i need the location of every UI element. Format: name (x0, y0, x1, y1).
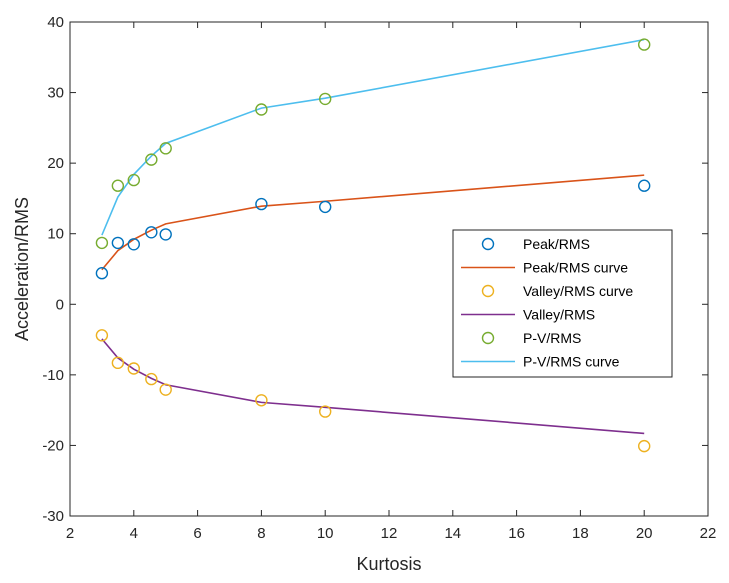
legend-entry-label: P-V/RMS curve (523, 354, 620, 370)
data-point (145, 372, 158, 386)
data-point (111, 356, 125, 370)
legend: Peak/RMS Peak/RMS curve Valley/RMS curve Va… (452, 229, 673, 378)
data-point (145, 153, 158, 166)
x-tick-label: 20 (636, 525, 653, 542)
data-point (638, 38, 651, 51)
y-tick-label: 30 (47, 85, 64, 102)
data-point (255, 197, 268, 211)
x-tick-label: 8 (257, 525, 265, 542)
data-point (638, 179, 651, 192)
y-tick-label: 10 (47, 226, 64, 243)
y-tick-label: -30 (42, 508, 64, 525)
data-point (127, 362, 141, 375)
data-point (95, 329, 109, 342)
legend-entry-label: P-V/RMS (523, 330, 581, 346)
data-layer (95, 38, 651, 453)
legend-entry-label: Valley/RMS (523, 307, 595, 323)
legend-entry-label: Peak/RMS (523, 236, 590, 252)
x-tick-label: 22 (700, 525, 717, 542)
data-point (255, 394, 268, 407)
y-axis-label: Acceleration/RMS (12, 197, 32, 341)
x-tick-label: 10 (317, 525, 334, 542)
y-tick-label: -10 (42, 367, 64, 384)
data-point (145, 226, 158, 239)
legend-marker-swatch (481, 237, 495, 251)
x-tick-label: 6 (193, 525, 201, 542)
data-point (127, 173, 141, 187)
legend-entry-label: Valley/RMS curve (523, 283, 633, 299)
data-point (319, 92, 332, 106)
axes: 2 4 6 8 10 12 14 16 18 20 22 -30 -20 -10 0 10 20 30 40 (42, 14, 716, 542)
legend-marker-swatch (481, 331, 495, 345)
data-point (111, 179, 125, 192)
data-point (319, 405, 332, 418)
series-line-1 (101, 174, 645, 271)
y-tick-label: -20 (42, 437, 64, 454)
series-line-5 (101, 38, 645, 236)
x-tick-label: 2 (66, 525, 74, 542)
legend-entry-label: Peak/RMS curve (523, 260, 628, 276)
x-tick-label: 18 (572, 525, 589, 542)
data-point (159, 142, 172, 155)
data-point (159, 228, 172, 241)
x-axis-label: Kurtosis (356, 554, 421, 574)
series-line-3 (101, 338, 645, 435)
y-tick-label: 40 (47, 14, 64, 31)
data-point (638, 439, 651, 453)
data-point (319, 200, 332, 214)
y-tick-label: 0 (56, 296, 64, 313)
x-tick-label: 12 (381, 525, 398, 542)
x-tick-label: 16 (508, 525, 525, 542)
x-tick-label: 14 (444, 525, 461, 542)
data-point (95, 236, 109, 250)
data-point (111, 236, 125, 250)
legend-box (452, 229, 673, 378)
data-point (95, 267, 109, 280)
data-point (127, 238, 141, 251)
data-point (159, 383, 172, 396)
legend-marker-swatch (481, 284, 495, 298)
x-tick-label: 4 (130, 525, 138, 542)
y-tick-label: 20 (47, 155, 64, 172)
data-point (255, 103, 268, 116)
